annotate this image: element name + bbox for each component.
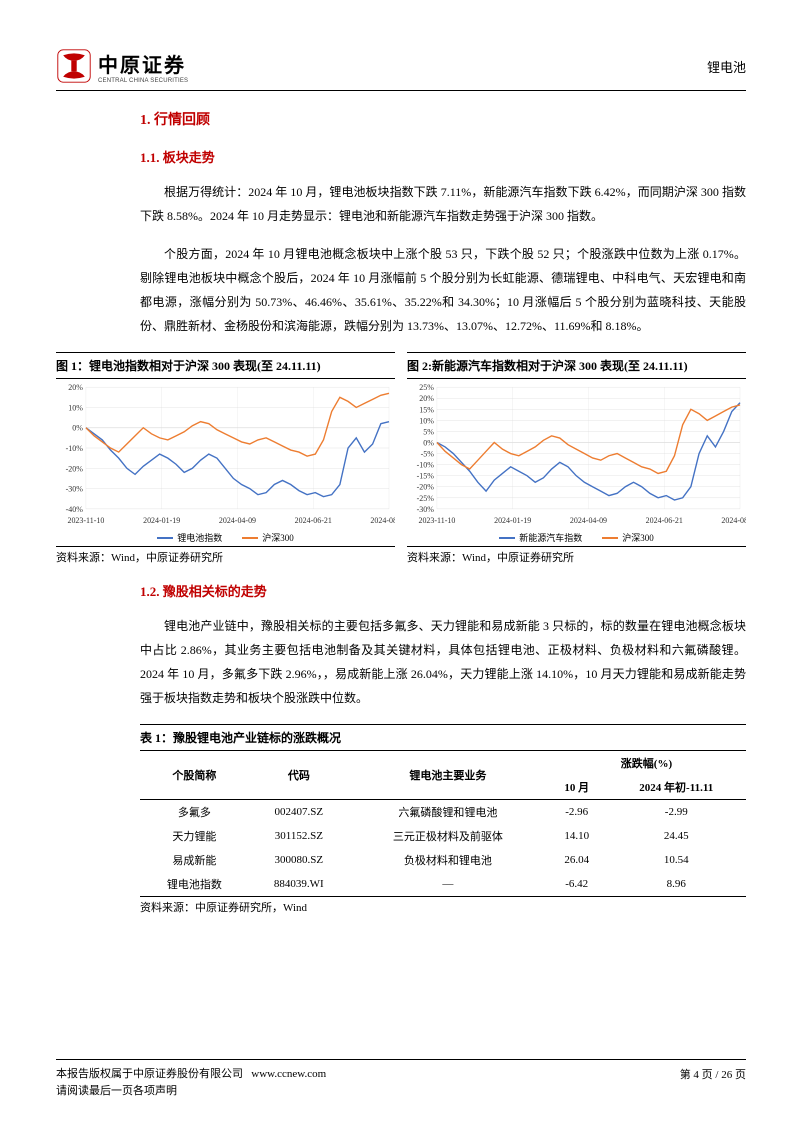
heading-1: 1. 行情回顾 <box>140 109 746 129</box>
paragraph-1: 根据万得统计：2024 年 10 月，锂电池板块指数下跌 7.11%，新能源汽车… <box>140 180 746 228</box>
svg-text:-10%: -10% <box>417 461 435 470</box>
legend-label: 新能源汽车指数 <box>519 531 582 544</box>
chart-2-box: 图 2:新能源汽车指数相对于沪深 300 表现(至 24.11.11) -30%… <box>407 352 746 565</box>
svg-text:2024-01-19: 2024-01-19 <box>494 516 531 525</box>
chart-1-source: 资料来源：Wind，中原证券研究所 <box>56 547 395 565</box>
logo-icon <box>56 48 92 84</box>
svg-text:-30%: -30% <box>417 505 435 514</box>
table-cell: -2.96 <box>547 800 607 825</box>
table-cell: 锂电池指数 <box>140 872 249 897</box>
table-row: 易成新能300080.SZ负极材料和锂电池26.0410.54 <box>140 848 746 872</box>
th: 10 月 <box>547 775 607 800</box>
th: 涨跌幅(%) <box>547 751 746 775</box>
svg-text:2024-01-19: 2024-01-19 <box>143 516 180 525</box>
table-cell: 301152.SZ <box>249 824 349 848</box>
th: 锂电池主要业务 <box>349 751 547 800</box>
table-1: 个股简称 代码 锂电池主要业务 涨跌幅(%) 10 月 2024 年初-11.1… <box>140 751 746 897</box>
chart-1: -40% -30% -20% -10% 0% 10% 20% 2023-11-10 2024-0… <box>56 379 395 529</box>
table-cell: 14.10 <box>547 824 607 848</box>
svg-text:2024-08-29: 2024-08-29 <box>721 516 746 525</box>
table-cell: 三元正极材料及前驱体 <box>349 824 547 848</box>
legend-label: 沪深300 <box>622 531 654 544</box>
footer-disclaimer: 请阅读最后一页各项声明 <box>56 1083 326 1101</box>
svg-text:10%: 10% <box>419 416 434 425</box>
svg-text:5%: 5% <box>423 427 434 436</box>
table-row: 天力锂能301152.SZ三元正极材料及前驱体14.1024.45 <box>140 824 746 848</box>
table-row: 多氟多002407.SZ六氟磷酸锂和锂电池-2.96-2.99 <box>140 800 746 825</box>
table-1-wrap: 表 1：豫股锂电池产业链标的涨跌概况 个股简称 代码 锂电池主要业务 涨跌幅(%… <box>140 724 746 915</box>
table-cell: 六氟磷酸锂和锂电池 <box>349 800 547 825</box>
svg-text:2024-04-09: 2024-04-09 <box>219 516 256 525</box>
table-cell: 24.45 <box>607 824 746 848</box>
table-cell: — <box>349 872 547 897</box>
chart-2: -30% -25% -20% -15% -10% -5% 0% 5% 10% 15% 20% 25% 2… <box>407 379 746 529</box>
table-cell: 300080.SZ <box>249 848 349 872</box>
table-1-source: 资料来源：中原证券研究所，Wind <box>140 897 746 915</box>
legend-label: 沪深300 <box>262 531 294 544</box>
table-1-title: 表 1：豫股锂电池产业链标的涨跌概况 <box>140 724 746 751</box>
th: 个股简称 <box>140 751 249 800</box>
table-cell: 884039.WI <box>249 872 349 897</box>
table-row: 锂电池指数884039.WI—-6.428.96 <box>140 872 746 897</box>
svg-text:0%: 0% <box>72 424 83 433</box>
chart-2-source: 资料来源：Wind，中原证券研究所 <box>407 547 746 565</box>
svg-text:-20%: -20% <box>417 483 435 492</box>
chart-1-title: 图 1：锂电池指数相对于沪深 300 表现(至 24.11.11) <box>56 352 395 379</box>
svg-text:-30%: -30% <box>66 485 84 494</box>
chart-1-box: 图 1：锂电池指数相对于沪深 300 表现(至 24.11.11) -40% -3… <box>56 352 395 565</box>
svg-text:-15%: -15% <box>417 472 435 481</box>
footer-url: www.ccnew.com <box>251 1068 326 1080</box>
table-cell: 天力锂能 <box>140 824 249 848</box>
page-number: 第 4 页 / 26 页 <box>680 1066 746 1101</box>
charts-container: 图 1：锂电池指数相对于沪深 300 表现(至 24.11.11) -40% -3… <box>56 352 746 565</box>
svg-text:2023-11-10: 2023-11-10 <box>67 516 104 525</box>
table-cell: -2.99 <box>607 800 746 825</box>
table-cell: 负极材料和锂电池 <box>349 848 547 872</box>
svg-text:2024-06-21: 2024-06-21 <box>646 516 683 525</box>
heading-1-2: 1.2. 豫股相关标的走势 <box>140 581 746 600</box>
page-footer: 本报告版权属于中原证券股份有限公司 www.ccnew.com 请阅读最后一页各… <box>56 1059 746 1101</box>
paragraph-2: 个股方面，2024 年 10 月锂电池概念板块中上涨个股 53 只，下跌个股 5… <box>140 242 746 338</box>
table-cell: 10.54 <box>607 848 746 872</box>
svg-text:15%: 15% <box>419 405 434 414</box>
chart-2-title: 图 2:新能源汽车指数相对于沪深 300 表现(至 24.11.11) <box>407 352 746 379</box>
heading-1-1: 1.1. 板块走势 <box>140 147 746 166</box>
svg-text:-40%: -40% <box>66 505 84 514</box>
page-header: 中原证券 CENTRAL CHINA SECURITIES 锂电池 <box>56 48 746 91</box>
svg-text:-20%: -20% <box>66 464 84 473</box>
svg-text:-5%: -5% <box>421 450 435 459</box>
table-cell: 多氟多 <box>140 800 249 825</box>
paragraph-3: 锂电池产业链中，豫股相关标的主要包括多氟多、天力锂能和易成新能 3 只标的，标的… <box>140 614 746 710</box>
svg-text:-10%: -10% <box>66 444 84 453</box>
svg-text:10%: 10% <box>68 403 83 412</box>
company-logo: 中原证券 CENTRAL CHINA SECURITIES <box>56 48 188 84</box>
th: 代码 <box>249 751 349 800</box>
svg-text:2024-06-21: 2024-06-21 <box>295 516 332 525</box>
table-cell: 8.96 <box>607 872 746 897</box>
svg-text:2024-04-09: 2024-04-09 <box>570 516 607 525</box>
table-cell: -6.42 <box>547 872 607 897</box>
legend-label: 锂电池指数 <box>177 531 222 544</box>
table-cell: 易成新能 <box>140 848 249 872</box>
company-name-cn: 中原证券 <box>98 49 188 78</box>
svg-text:20%: 20% <box>419 394 434 403</box>
chart-1-legend: 锂电池指数 沪深300 <box>56 529 395 547</box>
th: 2024 年初-11.11 <box>607 775 746 800</box>
svg-text:2023-11-10: 2023-11-10 <box>418 516 455 525</box>
footer-copyright: 本报告版权属于中原证券股份有限公司 <box>56 1068 243 1080</box>
header-section: 锂电池 <box>707 57 746 76</box>
svg-text:-25%: -25% <box>417 494 435 503</box>
company-name-en: CENTRAL CHINA SECURITIES <box>98 78 188 84</box>
chart-2-legend: 新能源汽车指数 沪深300 <box>407 529 746 547</box>
svg-text:20%: 20% <box>68 383 83 392</box>
svg-text:2024-08-29: 2024-08-29 <box>370 516 395 525</box>
table-cell: 26.04 <box>547 848 607 872</box>
svg-text:0%: 0% <box>423 438 434 447</box>
svg-text:25%: 25% <box>419 383 434 392</box>
table-cell: 002407.SZ <box>249 800 349 825</box>
